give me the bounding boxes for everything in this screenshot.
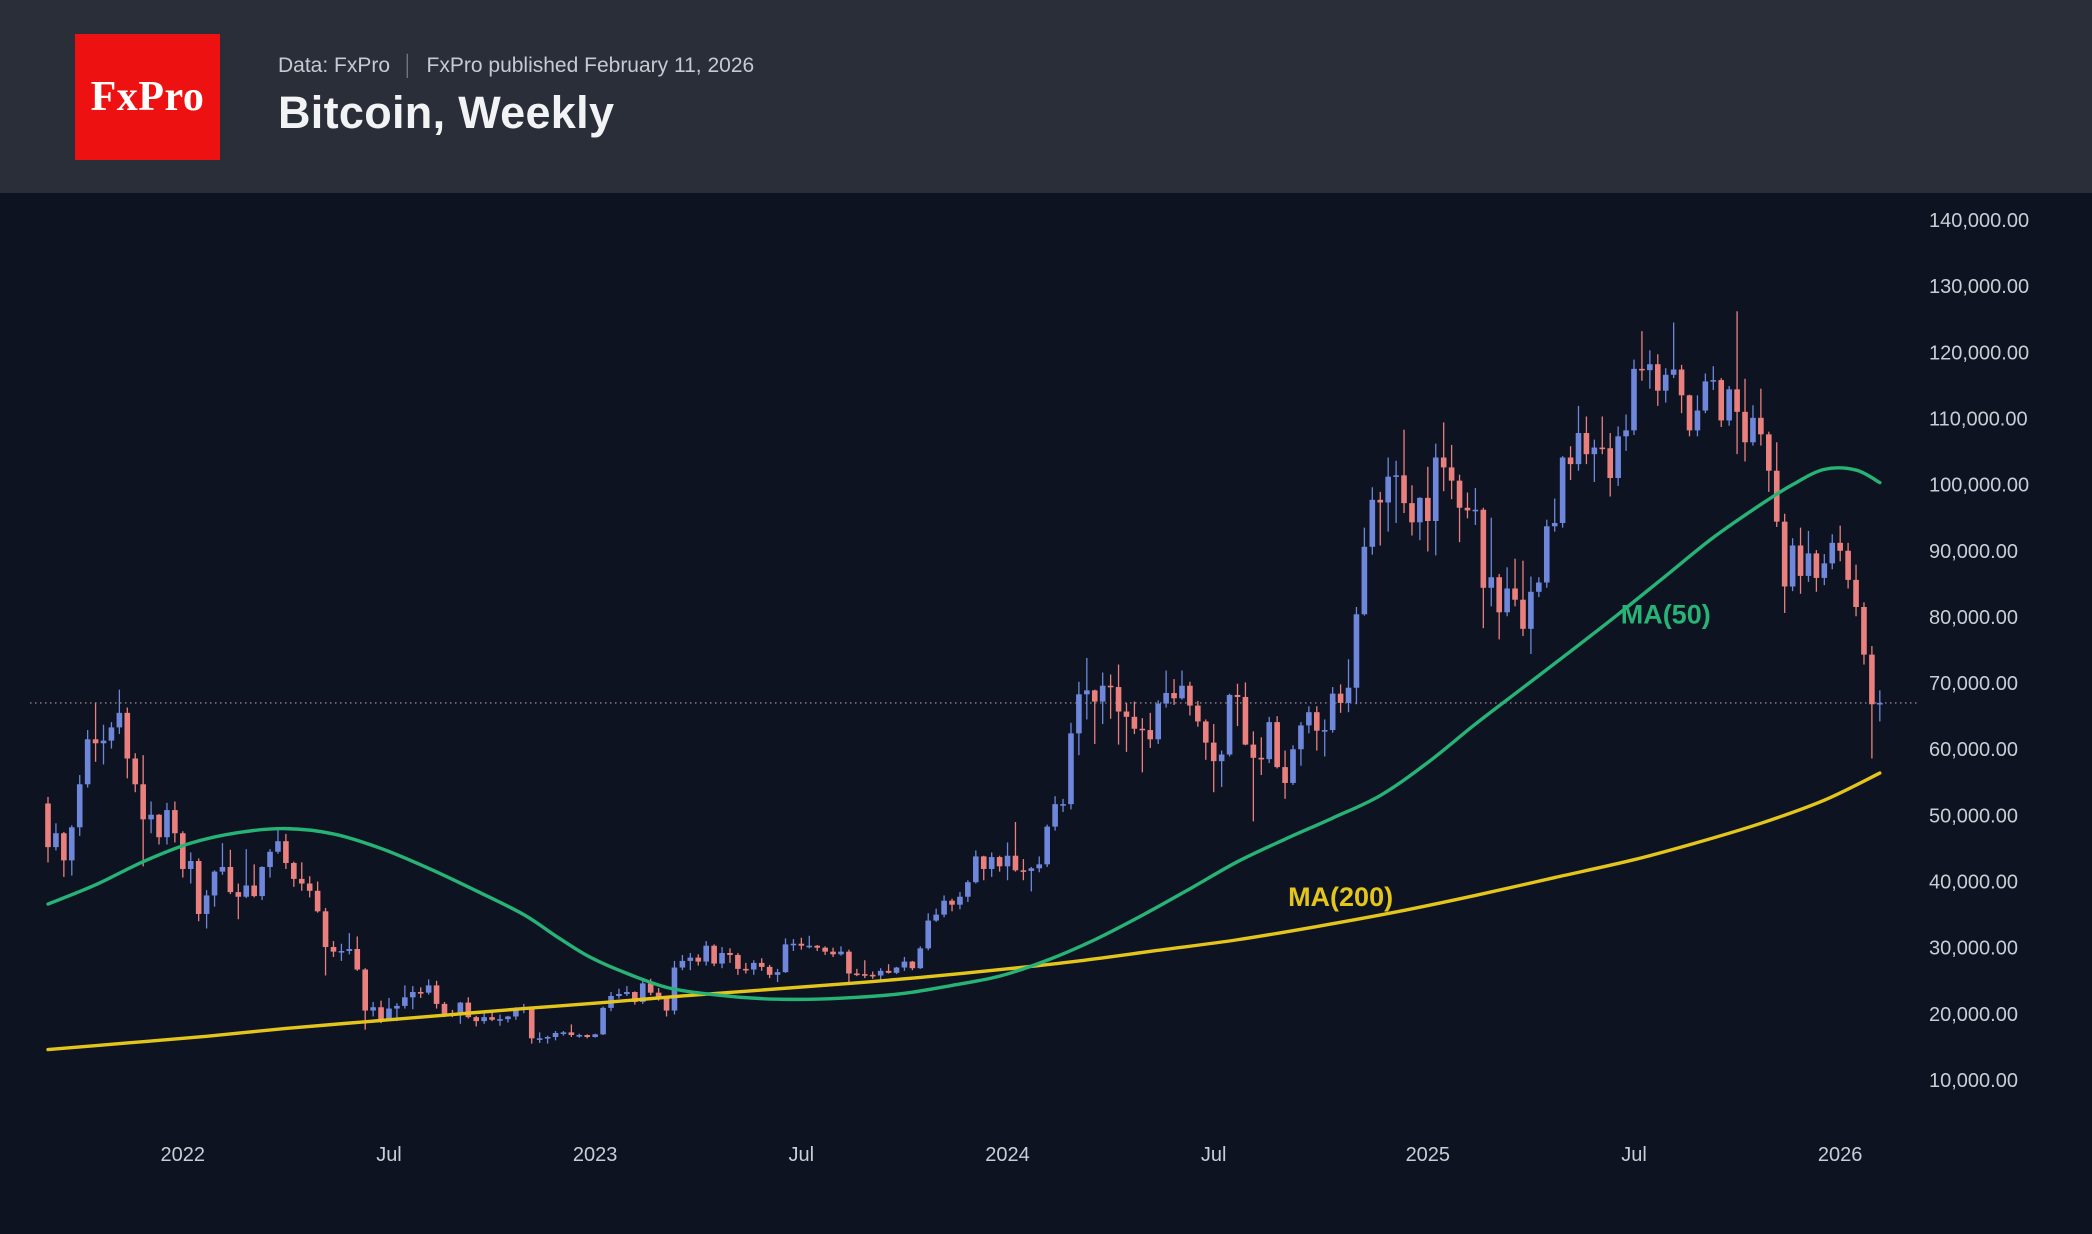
svg-text:2026: 2026	[1818, 1144, 1863, 1166]
svg-text:60,000.00: 60,000.00	[1929, 739, 2018, 761]
svg-text:Jul: Jul	[1621, 1144, 1647, 1166]
svg-text:120,000.00: 120,000.00	[1929, 342, 2029, 364]
svg-text:Jul: Jul	[376, 1144, 402, 1166]
fxpro-logo-text: FxPro	[90, 73, 205, 120]
svg-text:70,000.00: 70,000.00	[1929, 673, 2018, 695]
svg-text:110,000.00: 110,000.00	[1929, 408, 2028, 430]
y-axis-labels: 10,000.00 20,000.00 30,000.00 40,000.00 50,0…	[1929, 210, 2029, 1092]
svg-text:20,000.00: 20,000.00	[1929, 1004, 2018, 1026]
svg-text:2022: 2022	[161, 1144, 206, 1166]
ma50-line	[46, 466, 1882, 1002]
header: FxPro Data: FxPro │ FxPro published Februa…	[0, 0, 2092, 193]
svg-text:130,000.00: 130,000.00	[1929, 276, 2029, 298]
svg-text:40,000.00: 40,000.00	[1929, 872, 2018, 894]
svg-text:2025: 2025	[1406, 1144, 1451, 1166]
svg-text:80,000.00: 80,000.00	[1929, 607, 2018, 629]
svg-text:Jul: Jul	[789, 1144, 815, 1166]
svg-text:2024: 2024	[985, 1144, 1030, 1166]
ma200-label: MA(200)	[1288, 882, 1393, 912]
candlestick-series	[45, 311, 1883, 1044]
svg-text:140,000.00: 140,000.00	[1929, 210, 2029, 232]
header-text-block: Data: FxPro │ FxPro published February 11,…	[278, 54, 754, 139]
svg-text:100,000.00: 100,000.00	[1929, 475, 2029, 497]
source-line: Data: FxPro │ FxPro published February 11,…	[278, 54, 754, 78]
chart-title: Bitcoin, Weekly	[278, 87, 615, 138]
svg-text:10,000.00: 10,000.00	[1929, 1070, 2018, 1092]
svg-text:90,000.00: 90,000.00	[1929, 541, 2018, 563]
ma50-label: MA(50)	[1621, 600, 1711, 630]
x-axis-labels: 2022 Jul 2023 Jul 2024 Jul 2025 Jul 2026	[161, 1144, 1863, 1166]
svg-text:50,000.00: 50,000.00	[1929, 805, 2018, 827]
source-data-label: Data: FxPro	[278, 54, 391, 77]
ma200-line	[46, 771, 1882, 1052]
svg-text:2023: 2023	[573, 1144, 618, 1166]
svg-text:Jul: Jul	[1201, 1144, 1227, 1166]
fxpro-logo: FxPro	[75, 33, 220, 160]
source-separator: │	[402, 55, 415, 77]
svg-text:30,000.00: 30,000.00	[1929, 938, 2018, 960]
published-label: FxPro published February 11, 2026	[426, 54, 755, 77]
bitcoin-weekly-candlestick-chart: MA(50) MA(200) 10,000.00 20,000.00 30,000.00…	[30, 210, 2029, 1166]
